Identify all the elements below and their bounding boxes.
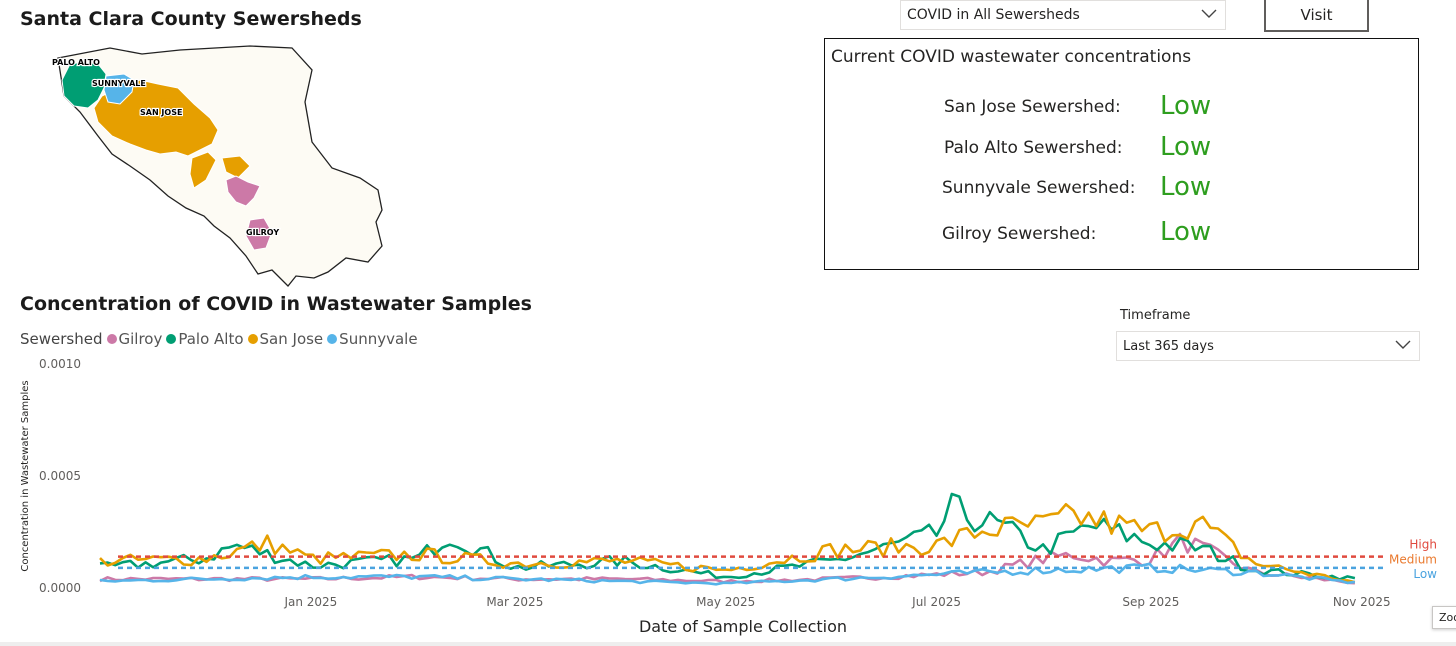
status-row-value: Low	[1160, 172, 1212, 202]
status-row-label: Sunnyvale Sewershed:	[942, 178, 1136, 198]
series-line-palo-alto	[99, 492, 1356, 581]
line-chart[interactable]: 0.0000 0.0005 0.0010 Jan 2025 Mar 2025 May 20…	[0, 350, 1456, 646]
status-row-value: Low	[1160, 132, 1212, 162]
x-tick-label: May 2025	[696, 595, 755, 609]
map-label-gilroy: GILROY	[246, 228, 279, 237]
series-line-sunnyvale	[99, 562, 1356, 586]
chart-legend: Sewershed Gilroy Palo Alto San Jose Sunn…	[20, 330, 422, 348]
legend-item-gilroy[interactable]: Gilroy	[106, 330, 163, 348]
timeframe-value: Last 365 days	[1123, 338, 1214, 354]
sewershed-selector[interactable]: COVID in All Sewersheds	[900, 0, 1226, 30]
x-tick-label: Jan 2025	[283, 595, 337, 609]
legend-label: San Jose	[259, 330, 324, 348]
threshold-label-low: Low	[1413, 567, 1437, 581]
chevron-down-icon	[1201, 9, 1217, 18]
map-label-palo-alto: PALO ALTO	[52, 58, 100, 67]
y-tick-label: 0.0005	[39, 469, 81, 483]
threshold-label-high: High	[1409, 538, 1437, 552]
visit-button[interactable]: Visit	[1264, 0, 1369, 32]
map-section-title: Santa Clara County Sewersheds	[20, 8, 362, 30]
x-tick-label: Mar 2025	[486, 595, 543, 609]
map-label-san-jose: SAN JOSE	[140, 108, 182, 117]
legend-item-sunnyvale[interactable]: Sunnyvale	[327, 330, 418, 348]
status-row-label: Palo Alto Sewershed:	[944, 138, 1123, 158]
x-tick-label: Jul 2025	[911, 595, 961, 609]
county-map[interactable]: PALO ALTO SUNNYVALE SAN JOSE GILROY	[50, 40, 390, 290]
bottom-scrollbar[interactable]	[0, 642, 1456, 646]
legend-dot	[327, 334, 338, 344]
map-label-sunnyvale: SUNNYVALE	[92, 79, 146, 88]
x-tick-label: Nov 2025	[1333, 595, 1391, 609]
chevron-down-icon	[1395, 340, 1411, 349]
y-tick-label: 0.0000	[39, 581, 81, 595]
sunnyvale-region[interactable]	[103, 73, 135, 105]
y-axis-title: Concentration in Wastewater Samples	[20, 380, 31, 571]
y-tick-label: 0.0010	[39, 357, 81, 371]
legend-item-palo-alto[interactable]: Palo Alto	[166, 330, 244, 348]
timeframe-dropdown[interactable]: Last 365 days	[1116, 331, 1420, 361]
x-axis-title: Date of Sample Collection	[639, 617, 847, 636]
sewershed-selector-value: COVID in All Sewersheds	[907, 7, 1080, 23]
chart-title: Concentration of COVID in Wastewater Sam…	[20, 293, 532, 315]
legend-dot	[166, 334, 177, 344]
status-panel: Current COVID wastewater concentrations …	[824, 38, 1419, 270]
legend-dot	[106, 334, 117, 344]
legend-dot	[247, 334, 258, 344]
palo-alto-region[interactable]	[61, 61, 107, 109]
status-row-label: San Jose Sewershed:	[944, 97, 1121, 117]
legend-title: Sewershed	[20, 330, 103, 348]
legend-label: Gilroy	[118, 330, 163, 348]
san-jose-region[interactable]	[93, 79, 251, 189]
x-tick-label: Sep 2025	[1122, 595, 1179, 609]
status-row-value: Low	[1160, 217, 1212, 247]
legend-label: Palo Alto	[178, 330, 244, 348]
status-row-value: Low	[1160, 91, 1212, 121]
series-line-san-jose	[99, 503, 1356, 584]
timeframe-label: Timeframe	[1120, 308, 1191, 323]
zoom-tab[interactable]: Zoo	[1432, 606, 1456, 629]
status-panel-title: Current COVID wastewater concentrations	[831, 47, 1192, 67]
status-row-label: Gilroy Sewershed:	[942, 224, 1097, 244]
legend-label: Sunnyvale	[339, 330, 418, 348]
threshold-label-medium: Medium	[1389, 553, 1437, 567]
gilroy-region[interactable]	[225, 175, 273, 251]
legend-item-san-jose[interactable]: San Jose	[247, 330, 324, 348]
